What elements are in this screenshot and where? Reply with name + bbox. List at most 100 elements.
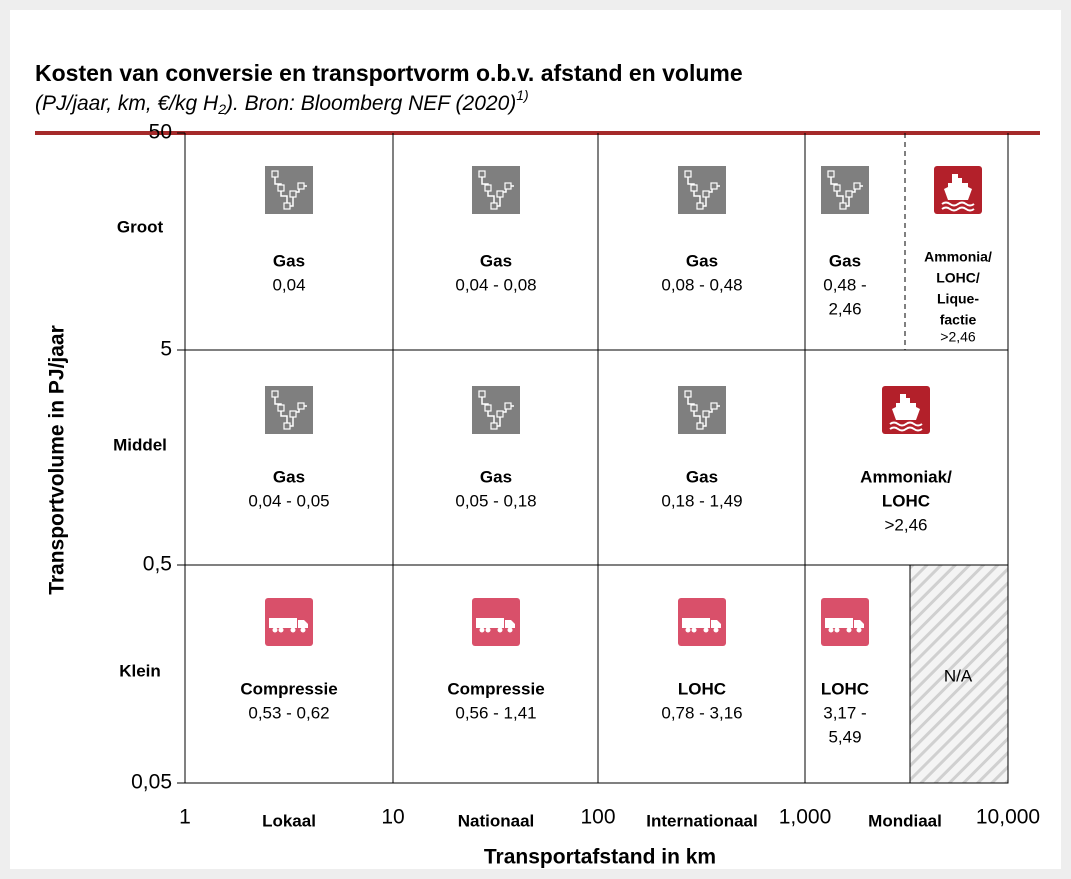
column-label: Mondiaal (868, 811, 942, 830)
title: Kosten van conversie en transportvorm o.… (35, 60, 743, 86)
icon-node (490, 422, 498, 430)
icon-wheel (846, 627, 852, 633)
icon-node (710, 182, 718, 190)
x-tick-label: 10 (381, 806, 404, 829)
icon-cab (298, 620, 308, 628)
cell-value: 2,46 (828, 299, 861, 318)
icon-wheel (278, 627, 284, 633)
icon-node (496, 190, 504, 198)
icon-wheel (485, 627, 491, 633)
icon-wheel (300, 627, 306, 633)
x-axis-title: Transportafstand in km (484, 846, 716, 869)
icon-wheel (691, 627, 697, 633)
icon-node (496, 410, 504, 418)
icon-node (271, 390, 279, 398)
cell-label: Gas (829, 251, 861, 270)
subtitle-sup: 1) (516, 87, 528, 103)
icon-node (504, 402, 512, 410)
icon-node (504, 182, 512, 190)
cell-label: Compressie (447, 679, 544, 698)
icon-cab (711, 620, 721, 628)
cell-value: 0,08 - 0,48 (661, 275, 742, 294)
icon-wheel (272, 627, 278, 633)
icon-node (297, 402, 305, 410)
pipe-icon (678, 386, 726, 434)
icon-node (710, 402, 718, 410)
cell-label: Ammoniak/ (860, 467, 952, 486)
x-tick-label: 1 (179, 806, 191, 829)
pipe-icon (265, 386, 313, 434)
icon-wheel (834, 627, 840, 633)
y-tick-label: 5 (160, 338, 172, 361)
x-tick-label: 1,000 (779, 806, 832, 829)
icon-node (696, 202, 704, 210)
cell-value: 0,53 - 0,62 (248, 703, 329, 722)
y-tick-label: 50 (149, 121, 172, 144)
subtitle-sub: 2 (217, 101, 226, 117)
icon-node (478, 170, 486, 178)
grid (177, 132, 1009, 784)
icon-node (853, 182, 861, 190)
cell-value: 5,49 (828, 727, 861, 746)
x-tick-label: 10,000 (976, 806, 1040, 829)
row-label: Middel (113, 435, 167, 454)
cell-label: Ammonia/ (924, 249, 992, 265)
icon-cab (505, 620, 515, 628)
icon-node (684, 390, 692, 398)
icon-glyph (682, 618, 710, 628)
icon-wheel (713, 627, 719, 633)
icon-node (484, 184, 492, 192)
subtitle-part: ). Bron: Bloomberg NEF (2020) (223, 92, 516, 115)
icon-wheel (703, 627, 709, 633)
pipe-icon (678, 166, 726, 214)
row-label: Klein (119, 661, 161, 680)
row-label: Groot (117, 217, 164, 236)
cell-value: 0,05 - 0,18 (455, 491, 536, 510)
icon-glyph (269, 618, 297, 628)
icon-node (289, 410, 297, 418)
pipe-icon (265, 166, 313, 214)
cell-value: 0,18 - 1,49 (661, 491, 742, 510)
y-tick-label: 0,05 (131, 771, 172, 794)
cell-value: 3,17 - (823, 703, 866, 722)
icon-wheel (685, 627, 691, 633)
ship-icon (882, 386, 930, 434)
icon-wheel (497, 627, 503, 633)
icon-glyph (825, 618, 853, 628)
icon-node (484, 404, 492, 412)
cell-value: >2,46 (884, 515, 927, 534)
icon-node (283, 422, 291, 430)
icon-node (277, 404, 285, 412)
icon-wheel (290, 627, 296, 633)
cell-label: LOHC (678, 679, 726, 698)
icon-glyph (944, 174, 972, 200)
icon-glyph (892, 394, 920, 420)
cell-label: Compressie (240, 679, 337, 698)
cell-label: Gas (686, 251, 718, 270)
cell-value: 0,04 - 0,05 (248, 491, 329, 510)
column-label: Lokaal (262, 811, 316, 830)
truck-icon (472, 598, 520, 646)
column-label: Internationaal (646, 811, 757, 830)
cell-label: LOHC (882, 491, 930, 510)
cell-value: 0,56 - 1,41 (455, 703, 536, 722)
cell-label: Lique- (937, 291, 979, 307)
cell-value: 0,78 - 3,16 (661, 703, 742, 722)
icon-node (696, 422, 704, 430)
icon-node (297, 182, 305, 190)
cell-label: Gas (273, 251, 305, 270)
icon-node (833, 184, 841, 192)
cell-label: N/A (944, 666, 973, 685)
icon-node (271, 170, 279, 178)
icon-wheel (856, 627, 862, 633)
icon-node (283, 202, 291, 210)
subtitle: (PJ/jaar, km, €/kg H2). Bron: Bloomberg … (35, 87, 529, 117)
icon-node (690, 184, 698, 192)
pipe-icon (472, 166, 520, 214)
cell-label: factie (940, 312, 977, 328)
truck-icon (678, 598, 726, 646)
icon-node (478, 390, 486, 398)
column-label: Nationaal (458, 811, 535, 830)
subtitle-part: (PJ/jaar, km, €/kg H (35, 92, 219, 115)
